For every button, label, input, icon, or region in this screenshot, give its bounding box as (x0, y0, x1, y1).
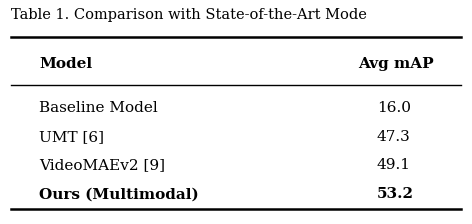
Text: Baseline Model: Baseline Model (39, 101, 158, 115)
Text: 49.1: 49.1 (377, 158, 411, 172)
Text: Model: Model (39, 57, 92, 71)
Text: 47.3: 47.3 (377, 130, 411, 144)
Text: UMT [6]: UMT [6] (39, 130, 104, 144)
Text: 16.0: 16.0 (377, 101, 411, 115)
Text: 53.2: 53.2 (377, 187, 414, 201)
Text: Ours (Multimodal): Ours (Multimodal) (39, 187, 199, 201)
Text: VideoMAEv2 [9]: VideoMAEv2 [9] (39, 158, 165, 172)
Text: Avg mAP: Avg mAP (358, 57, 434, 71)
Text: Table 1. Comparison with State-of-the-Art Mode: Table 1. Comparison with State-of-the-Ar… (11, 8, 367, 22)
